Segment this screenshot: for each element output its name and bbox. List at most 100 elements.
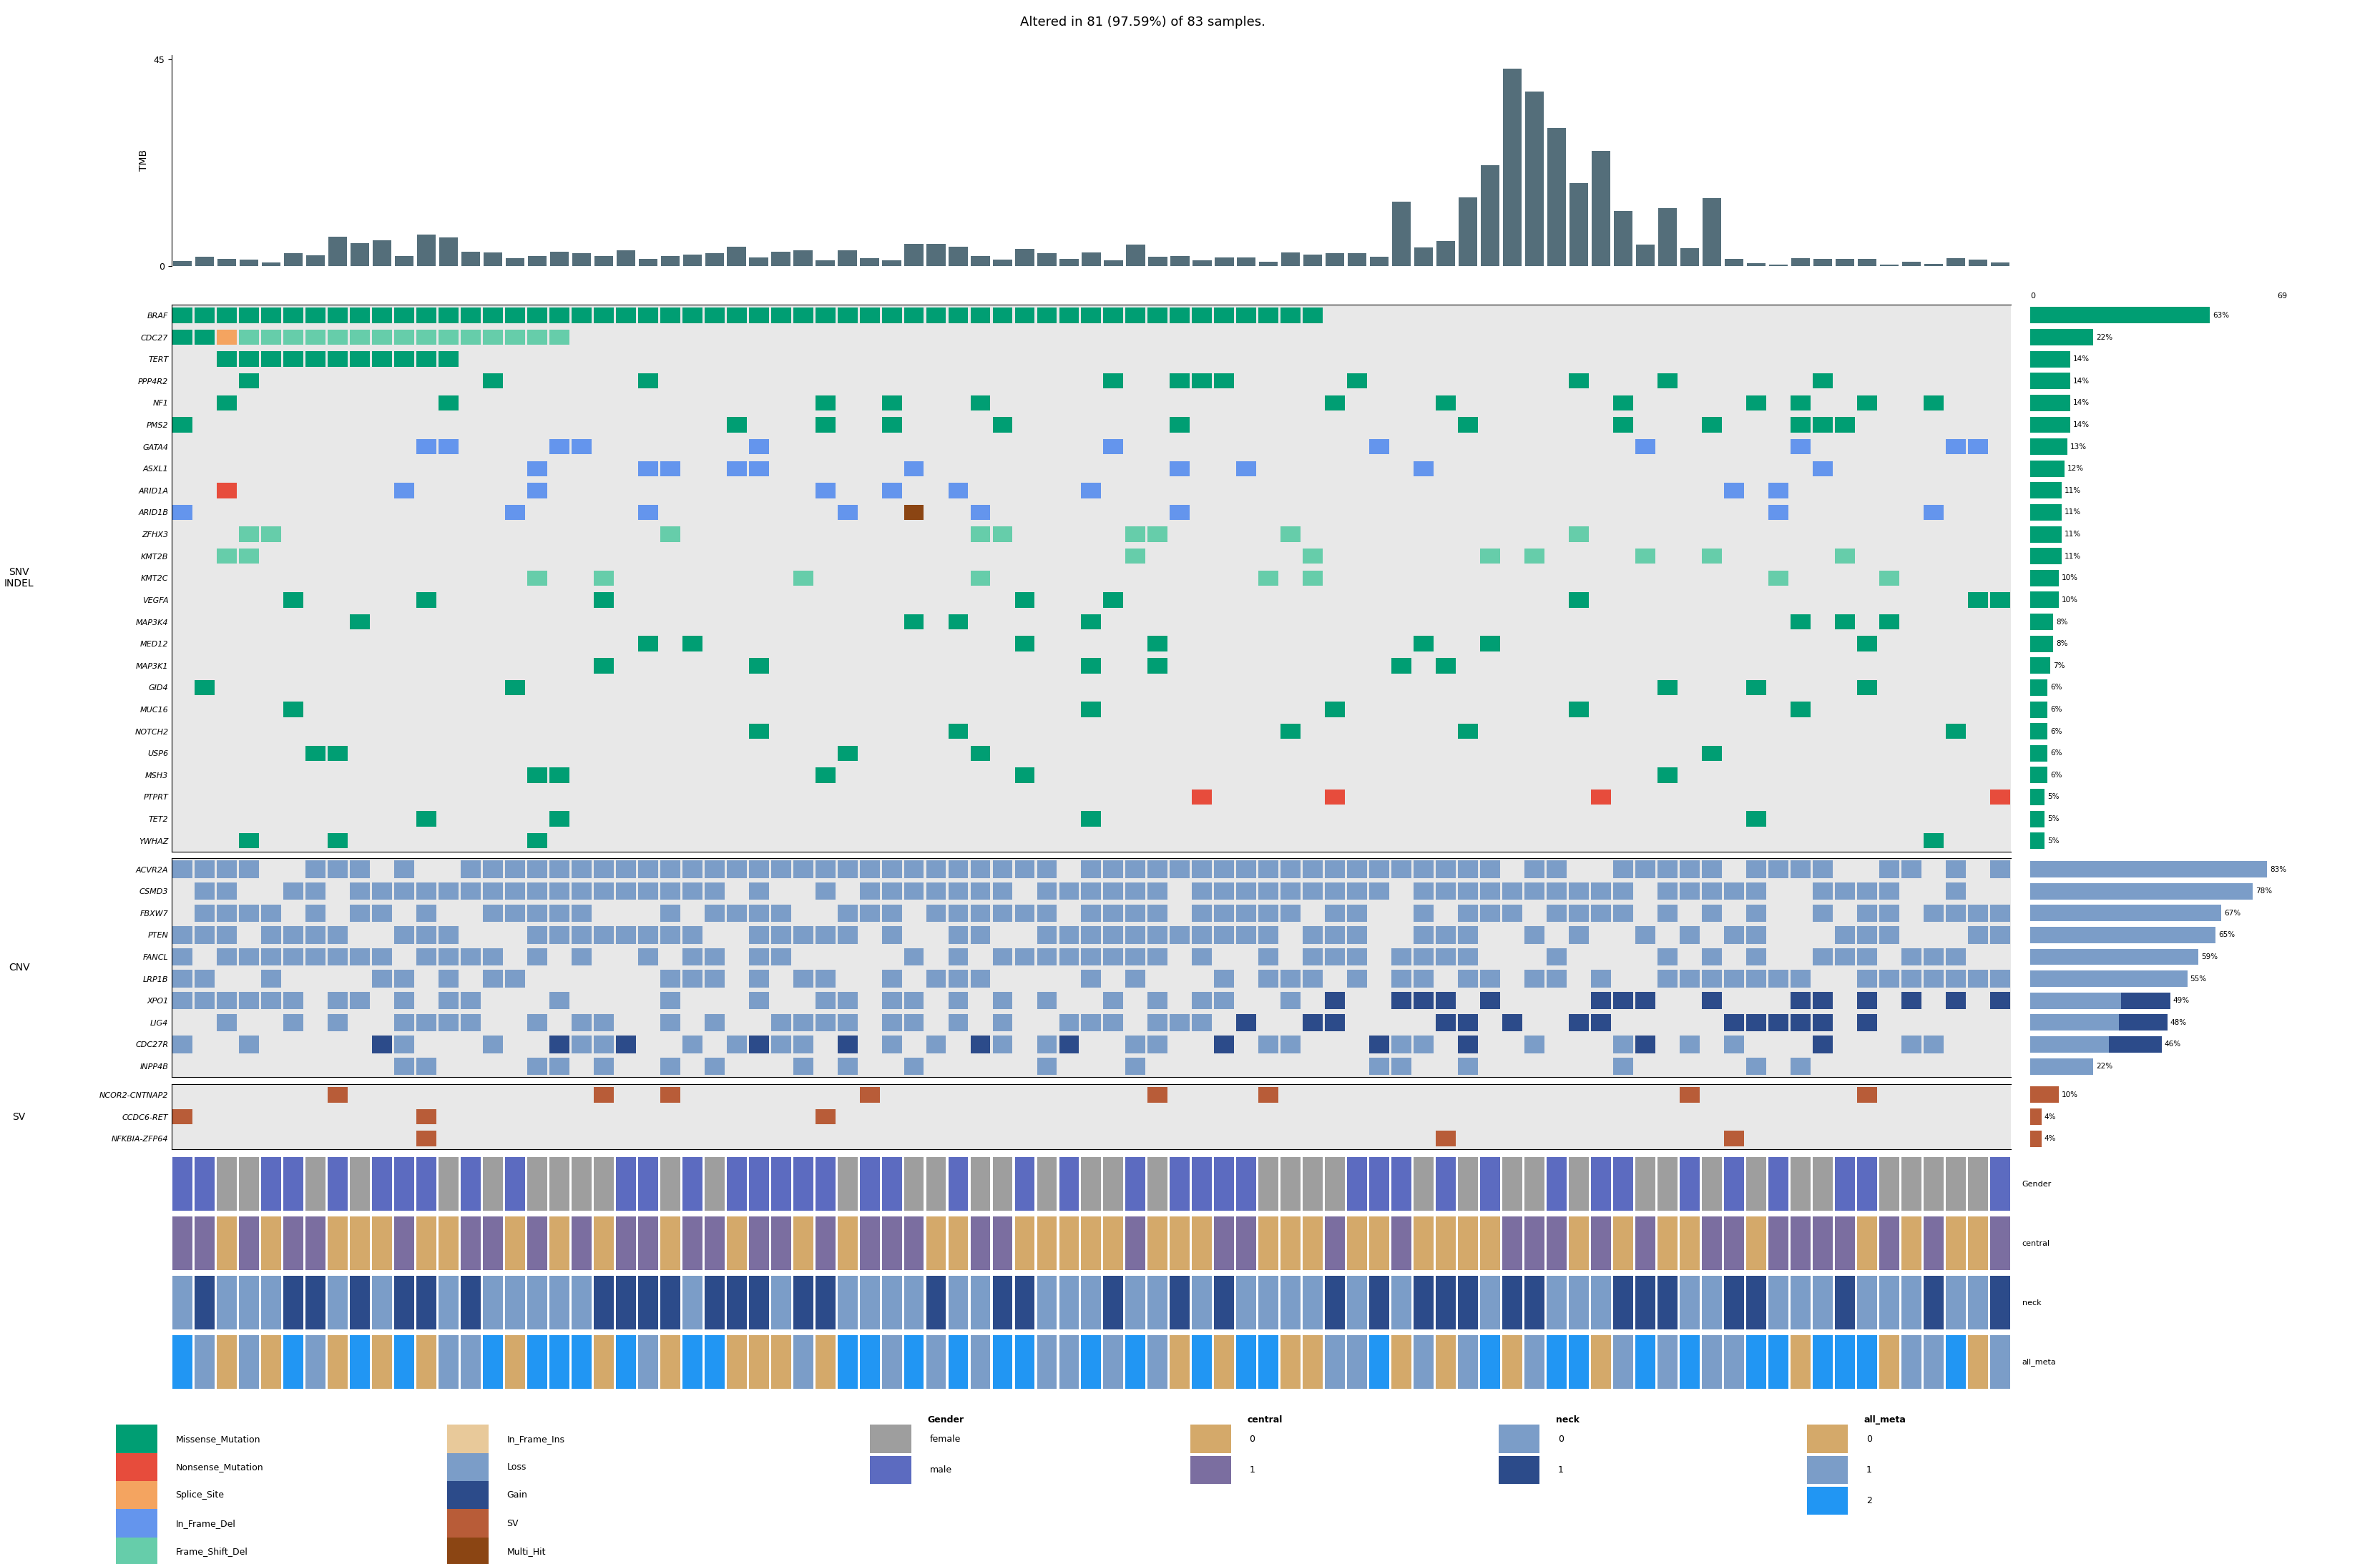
- Bar: [1347, 374, 1366, 389]
- Bar: [1702, 970, 1721, 987]
- Bar: [1459, 860, 1478, 877]
- Bar: [283, 593, 302, 608]
- Bar: [1104, 1336, 1123, 1389]
- Bar: [1459, 1217, 1478, 1270]
- Bar: [2030, 504, 2061, 521]
- Bar: [1081, 1157, 1102, 1211]
- Bar: [416, 882, 436, 899]
- Bar: [283, 253, 302, 266]
- Bar: [1568, 527, 1590, 543]
- Bar: [726, 308, 747, 324]
- Text: 65%: 65%: [2218, 932, 2235, 938]
- Bar: [1835, 418, 1854, 433]
- Bar: [505, 505, 526, 521]
- Bar: [283, 1217, 302, 1270]
- Bar: [1635, 1035, 1656, 1053]
- Bar: [638, 1217, 657, 1270]
- Bar: [1326, 702, 1345, 718]
- Bar: [2030, 788, 2044, 805]
- Text: Loss: Loss: [507, 1462, 526, 1472]
- Bar: [1990, 904, 2011, 921]
- Bar: [1126, 1035, 1145, 1053]
- Bar: [1104, 593, 1123, 608]
- Bar: [1835, 1157, 1854, 1211]
- Bar: [195, 926, 214, 943]
- Bar: [771, 1217, 790, 1270]
- Bar: [195, 1336, 214, 1389]
- Bar: [238, 992, 259, 1009]
- Bar: [1814, 1035, 1833, 1053]
- Bar: [571, 253, 590, 266]
- Bar: [1302, 926, 1323, 943]
- Bar: [616, 882, 635, 899]
- Bar: [1302, 948, 1323, 965]
- Bar: [371, 1276, 393, 1329]
- Bar: [1081, 882, 1102, 899]
- Bar: [593, 1087, 614, 1103]
- Bar: [659, 926, 681, 943]
- Text: 49%: 49%: [2173, 998, 2190, 1004]
- Bar: [881, 1276, 902, 1329]
- Bar: [1147, 1336, 1169, 1389]
- Bar: [1414, 1157, 1433, 1211]
- Bar: [328, 236, 347, 266]
- Bar: [328, 330, 347, 346]
- Bar: [1238, 904, 1257, 921]
- Bar: [1126, 1057, 1145, 1074]
- Bar: [438, 308, 459, 324]
- Bar: [1259, 261, 1278, 266]
- Bar: [904, 244, 923, 266]
- Bar: [1968, 1336, 1987, 1389]
- Bar: [350, 308, 369, 324]
- Bar: [1081, 308, 1102, 324]
- Bar: [971, 396, 990, 411]
- Bar: [350, 860, 369, 877]
- Bar: [838, 1336, 857, 1389]
- Bar: [238, 904, 259, 921]
- Bar: [683, 1157, 702, 1211]
- Bar: [1790, 439, 1811, 455]
- Bar: [1768, 1217, 1787, 1270]
- Bar: [1499, 1456, 1540, 1484]
- Bar: [217, 882, 236, 899]
- Bar: [1702, 746, 1721, 762]
- Bar: [1038, 1057, 1057, 1074]
- Bar: [1923, 264, 1942, 266]
- Bar: [171, 414, 2011, 436]
- Bar: [1214, 258, 1233, 266]
- Bar: [1859, 258, 1875, 266]
- Bar: [1459, 1276, 1478, 1329]
- Bar: [1526, 926, 1545, 943]
- Text: 0: 0: [1866, 1434, 1873, 1444]
- Bar: [1192, 1013, 1211, 1031]
- Bar: [1814, 1217, 1833, 1270]
- Bar: [1814, 461, 1833, 477]
- Bar: [1038, 882, 1057, 899]
- Bar: [726, 1276, 747, 1329]
- Text: 14%: 14%: [2073, 421, 2090, 429]
- Bar: [283, 1276, 302, 1329]
- Bar: [1259, 1087, 1278, 1103]
- Bar: [1856, 1217, 1878, 1270]
- Bar: [550, 308, 569, 324]
- Bar: [171, 458, 2011, 480]
- Bar: [593, 926, 614, 943]
- Bar: [1414, 992, 1433, 1009]
- Bar: [262, 1336, 281, 1389]
- Bar: [1702, 1217, 1721, 1270]
- Bar: [1747, 1157, 1766, 1211]
- Bar: [1147, 1013, 1169, 1031]
- Bar: [171, 881, 2011, 902]
- Bar: [1480, 882, 1499, 899]
- Bar: [816, 1109, 835, 1125]
- Bar: [283, 926, 302, 943]
- Bar: [1147, 527, 1169, 543]
- Bar: [1656, 1276, 1678, 1329]
- Bar: [616, 1035, 635, 1053]
- Bar: [1368, 1057, 1390, 1074]
- Bar: [395, 352, 414, 368]
- Bar: [483, 904, 502, 921]
- Bar: [438, 238, 457, 266]
- Bar: [1014, 308, 1035, 324]
- Bar: [1990, 593, 2011, 608]
